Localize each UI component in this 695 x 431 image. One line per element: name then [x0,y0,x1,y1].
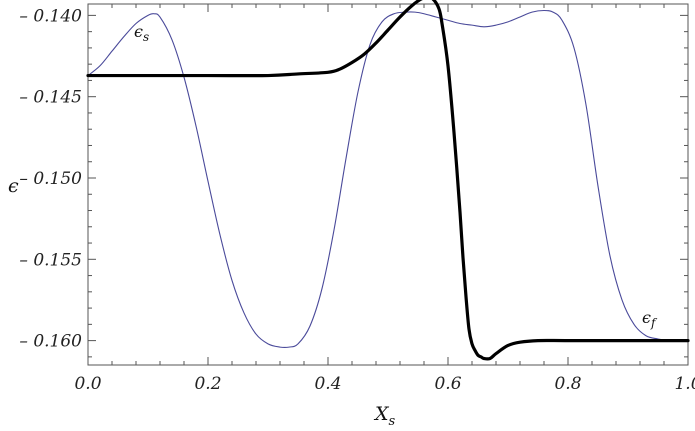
x-axis: 0.0 0.2 0.4 0.6 0.8 1.0 [74,4,695,394]
x-axis-label-main: X [373,403,390,425]
y-tick-label: – 0.150 [19,169,82,189]
x-tick-label: 0.4 [314,374,341,394]
x-axis-label: Xs [373,403,396,429]
plot-frame [87,3,689,366]
y-tick-label: – 0.140 [19,6,82,26]
y-tick-label: – 0.155 [19,250,82,270]
x-tick-label: 0.6 [434,374,461,394]
series-label-eps-s-main: ϵ [134,22,143,41]
series-label-eps-f-main: ϵ [642,308,651,327]
series-eps-s-line [87,9,689,349]
x-tick-label: 0.2 [194,374,221,394]
x-axis-label-sub: s [389,414,396,429]
series-label-eps-s: ϵs [134,22,149,44]
y-tick-label: – 0.160 [19,332,82,352]
y-axis-label: ϵ [8,175,19,197]
x-tick-label: 1.0 [674,374,695,394]
series-layer [86,0,690,361]
y-axis: – 0.160 – 0.155 – 0.150 – 0.145 – 0.140 [19,6,688,358]
x-tick-label: 0.0 [74,374,101,394]
series-label-eps-f: ϵf [642,308,658,330]
series-label-eps-f-sub: f [650,316,658,330]
y-tick-label: – 0.145 [19,88,82,108]
series-eps-f-line [86,0,690,361]
series-label-eps-s-sub: s [143,30,149,44]
x-tick-label: 0.8 [554,374,581,394]
